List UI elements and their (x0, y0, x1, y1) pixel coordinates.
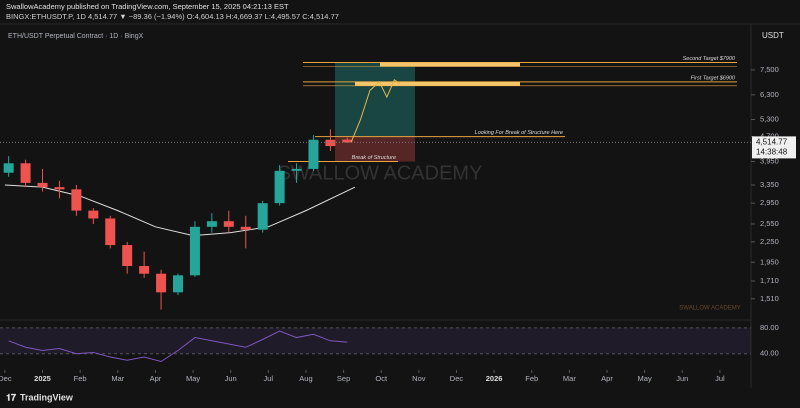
candle-body (325, 139, 336, 147)
candle-body (139, 265, 150, 274)
candle-body (240, 226, 251, 230)
y-tick-label: 2,550 (760, 219, 779, 228)
y-tick-label: 4,700 (760, 132, 779, 141)
x-tick-label: Nov (412, 374, 426, 383)
y-tick-label: 2,250 (760, 237, 779, 246)
candle-body (37, 182, 48, 188)
footer-brand: TradingView (20, 392, 74, 402)
candle-body (54, 187, 65, 190)
x-tick-label: 2026 (486, 374, 503, 383)
y-tick-label: 1,950 (760, 257, 779, 266)
candle-body (105, 218, 116, 246)
x-tick-label: Feb (74, 374, 87, 383)
y-tick-label: 3,950 (760, 156, 779, 165)
x-tick-label: Dec (450, 374, 464, 383)
rsi-line (8, 330, 348, 363)
candle-body (3, 163, 14, 173)
x-tick-label: Mar (563, 374, 576, 383)
candle-body (172, 275, 183, 293)
candle-body (189, 226, 200, 276)
candle-body (88, 210, 99, 219)
watermark: SWALLOW ACADEMY (278, 162, 483, 184)
candle-body (342, 139, 353, 143)
symbol-line: BINGX:ETHUSDT.P, 1D 4,514.77 ▼ −89.36 (−… (6, 12, 339, 21)
y-tick-label: 1,710 (760, 276, 779, 285)
x-tick-label: 2025 (34, 374, 51, 383)
x-tick-label: Jun (676, 374, 688, 383)
profit-zone (335, 62, 415, 137)
projection-path (350, 78, 401, 143)
currency: USDT (762, 31, 784, 40)
annotation-label: Looking For Break of Structure Here (475, 130, 563, 136)
candle-body (71, 189, 82, 211)
candle-body (156, 273, 167, 293)
y-tick-label: 7,500 (760, 65, 779, 74)
x-tick-label: Sep (337, 374, 350, 383)
candle-body (257, 203, 268, 230)
target-highlight (380, 62, 520, 67)
countdown: 14:38:48 (756, 148, 788, 157)
x-tick-label: Apr (150, 374, 162, 383)
chart-title: ETH/USDT Perpetual Contract · 1D · BingX (8, 33, 144, 40)
x-tick-label: Oct (375, 374, 388, 383)
x-tick-label: Feb (525, 374, 538, 383)
watermark-small: SWALLOW ACADEMY (679, 306, 740, 312)
candle-body (291, 168, 302, 171)
x-tick-label: May (186, 374, 200, 383)
y-tick-label: 6,300 (760, 90, 779, 99)
last-price-box (752, 136, 796, 159)
rsi-band (0, 327, 751, 354)
y-tick-label: 1,510 (760, 294, 779, 303)
y-tick-label: 5,300 (760, 114, 779, 123)
footer (0, 388, 800, 408)
candle-body (308, 139, 319, 169)
candle-body (20, 163, 31, 183)
rsi-tick-label: 40.00 (760, 349, 779, 358)
x-tick-label: Jul (264, 374, 274, 383)
last-price-label: 4,514.77 (756, 138, 788, 147)
candle-body (274, 170, 285, 204)
x-tick-label: Mar (111, 374, 124, 383)
x-tick-label: Dec (0, 374, 12, 383)
publish-line: SwallowAcademy published on TradingView.… (6, 2, 289, 11)
annotation-label: Break of Structure (352, 155, 396, 161)
candle-body (122, 245, 133, 266)
candle-body (206, 221, 217, 227)
x-tick-label: Jun (225, 374, 237, 383)
x-tick-label: Apr (601, 374, 613, 383)
y-tick-label: 2,950 (760, 198, 779, 207)
candle-body (223, 221, 234, 227)
annotation-label: First Target $6900 (691, 75, 736, 81)
annotation-label: Second Target $7900 (683, 56, 736, 62)
x-tick-label: Jul (715, 374, 725, 383)
target-highlight (355, 81, 520, 86)
footer-logo: 𝟏𝟕 (6, 392, 16, 402)
moving-average (4, 184, 356, 237)
rsi-tick-label: 80.00 (760, 323, 779, 332)
x-tick-label: May (638, 374, 652, 383)
y-tick-label: 3,350 (760, 180, 779, 189)
x-tick-label: Aug (299, 374, 312, 383)
